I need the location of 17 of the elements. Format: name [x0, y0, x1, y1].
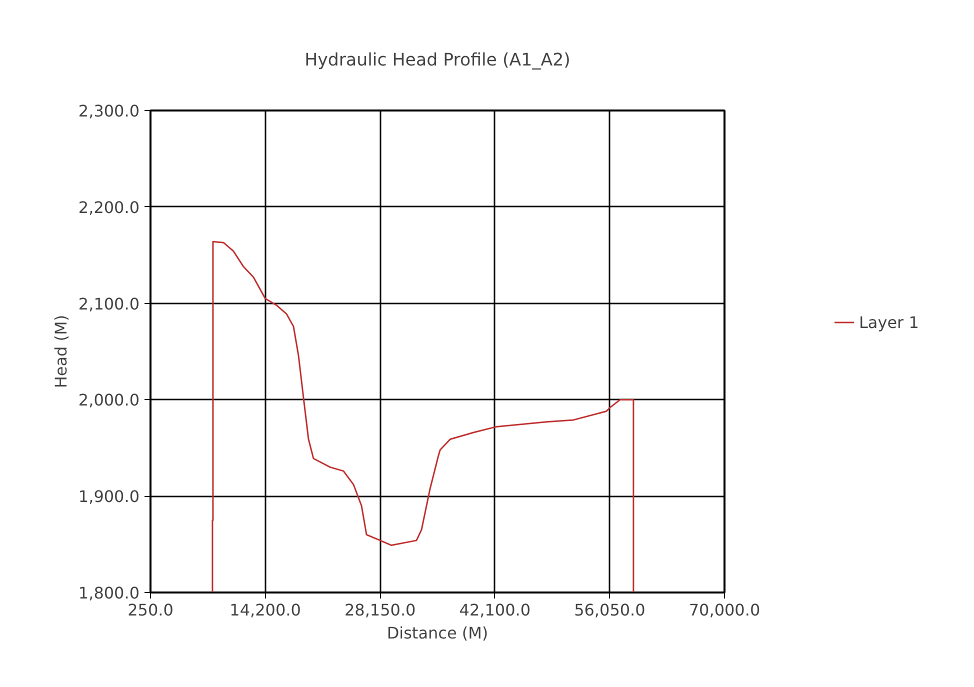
- x-tick-label: 28,150.0: [344, 600, 416, 620]
- line-series: [212, 240, 634, 592]
- x-tick-label: 56,050.0: [574, 600, 646, 620]
- y-tick-label: 1,800.0: [78, 584, 140, 602]
- y-tick-label: 2,000.0: [78, 390, 140, 410]
- x-tick-label: 70,000.0: [688, 600, 760, 620]
- x-tick-label: 14,200.0: [230, 600, 301, 620]
- y-tick-label: 1,900.0: [78, 487, 140, 506]
- y-axis-title: Head (M): [51, 314, 70, 388]
- x-tick-label: 42,100.0: [459, 600, 531, 620]
- y-tick-label: 2,200.0: [78, 198, 140, 217]
- chart-title: Hydraulic Head Profile (A1_A2): [304, 50, 570, 70]
- x-axis-title: Distance (M): [386, 624, 488, 642]
- y-tick-label: 2,300.0: [78, 102, 140, 120]
- y-tick-label: 2,100.0: [78, 294, 140, 314]
- legend-label: Layer 1: [859, 312, 919, 332]
- x-tick-label: 250.0: [128, 600, 174, 620]
